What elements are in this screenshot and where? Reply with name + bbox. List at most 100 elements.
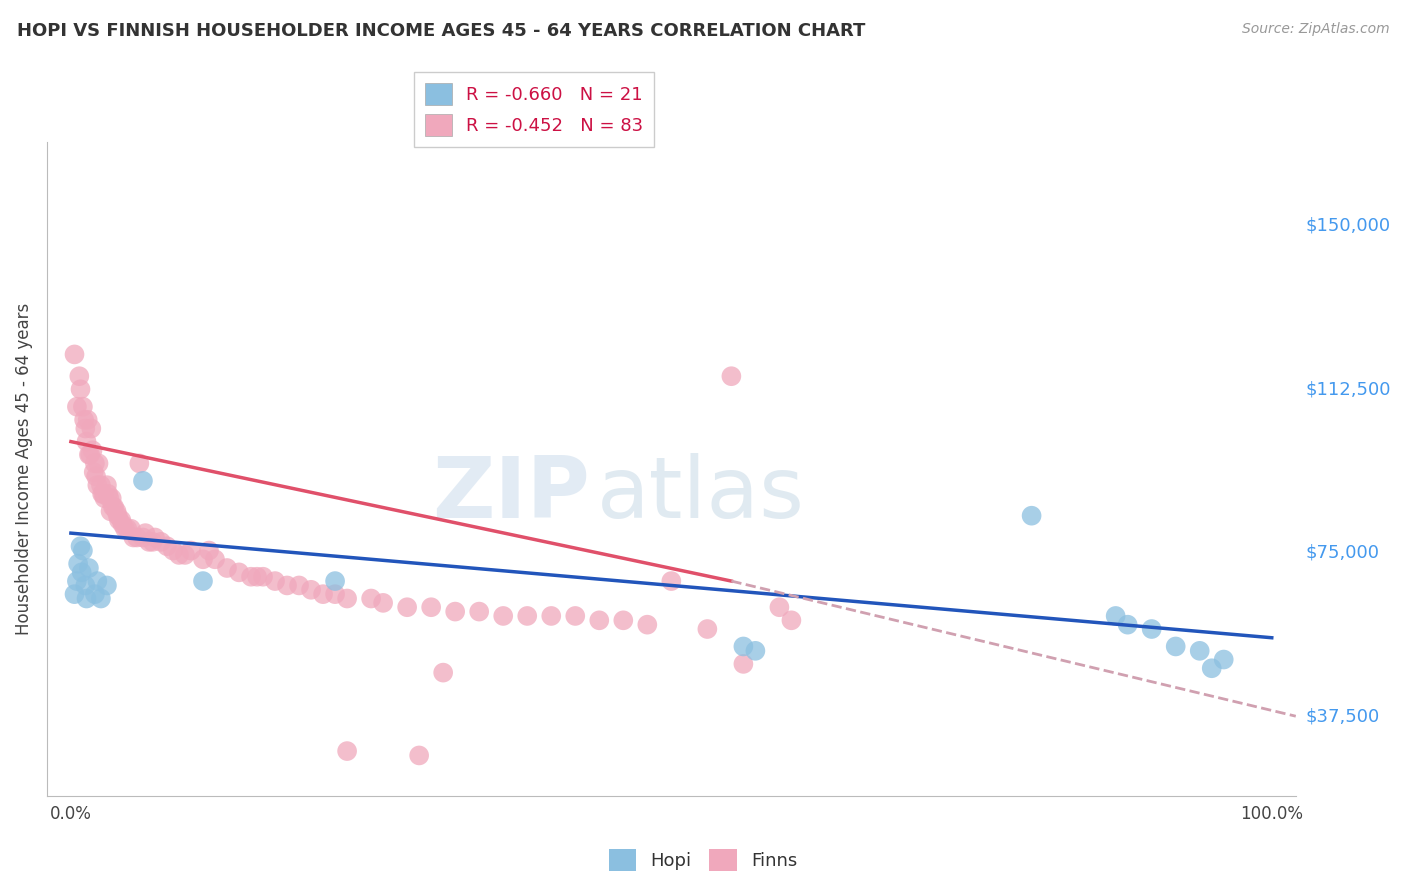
Point: [299, 582, 322, 597]
Point: [66, 574, 89, 588]
Point: [336, 591, 359, 606]
Point: [1140, 622, 1163, 636]
Point: [63, 587, 86, 601]
Point: [252, 570, 274, 584]
Point: [132, 531, 155, 545]
Point: [612, 613, 634, 627]
Point: [420, 600, 443, 615]
Point: [120, 522, 142, 536]
Point: [79, 448, 101, 462]
Text: Source: ZipAtlas.com: Source: ZipAtlas.com: [1241, 22, 1389, 37]
Point: [768, 600, 790, 615]
Point: [77, 448, 100, 462]
Point: [162, 543, 184, 558]
Point: [174, 548, 197, 562]
Legend: Hopi, Finns: Hopi, Finns: [602, 842, 804, 879]
Point: [67, 557, 90, 571]
Point: [696, 622, 718, 636]
Point: [142, 534, 165, 549]
Point: [90, 591, 112, 606]
Text: atlas: atlas: [596, 453, 804, 536]
Point: [67, 369, 90, 384]
Point: [432, 665, 454, 680]
Point: [76, 413, 98, 427]
Point: [132, 474, 155, 488]
Point: [103, 500, 125, 514]
Point: [733, 640, 755, 654]
Point: [91, 487, 114, 501]
Point: [96, 578, 118, 592]
Point: [396, 600, 419, 615]
Point: [191, 552, 214, 566]
Point: [84, 587, 107, 601]
Text: HOPI VS FINNISH HOUSEHOLDER INCOME AGES 45 - 64 YEARS CORRELATION CHART: HOPI VS FINNISH HOUSEHOLDER INCOME AGES …: [17, 22, 865, 40]
Point: [84, 456, 107, 470]
Point: [69, 539, 91, 553]
Point: [70, 566, 93, 580]
Point: [87, 456, 110, 470]
Point: [97, 487, 120, 501]
Point: [114, 522, 136, 536]
Point: [323, 587, 346, 601]
Point: [1104, 609, 1126, 624]
Point: [77, 561, 100, 575]
Point: [733, 657, 755, 671]
Point: [125, 531, 148, 545]
Point: [564, 609, 586, 624]
Point: [167, 548, 190, 562]
Point: [110, 513, 132, 527]
Point: [215, 561, 238, 575]
Point: [1188, 644, 1211, 658]
Point: [240, 570, 263, 584]
Point: [73, 413, 96, 427]
Text: ZIP: ZIP: [433, 453, 591, 536]
Point: [149, 534, 172, 549]
Point: [516, 609, 538, 624]
Point: [720, 369, 742, 384]
Point: [75, 578, 97, 592]
Point: [91, 487, 114, 501]
Point: [72, 543, 94, 558]
Point: [134, 526, 156, 541]
Point: [264, 574, 287, 588]
Point: [228, 566, 250, 580]
Point: [63, 347, 86, 361]
Point: [371, 596, 394, 610]
Point: [138, 534, 160, 549]
Point: [69, 382, 91, 396]
Point: [408, 748, 430, 763]
Point: [360, 591, 382, 606]
Point: [75, 421, 97, 435]
Point: [276, 578, 298, 592]
Point: [1116, 617, 1139, 632]
Point: [86, 478, 108, 492]
Point: [101, 500, 124, 514]
Point: [636, 617, 658, 632]
Point: [76, 591, 98, 606]
Point: [1212, 652, 1234, 666]
Point: [66, 400, 89, 414]
Point: [312, 587, 335, 601]
Point: [100, 504, 122, 518]
Point: [336, 744, 359, 758]
Point: [86, 574, 108, 588]
Point: [659, 574, 682, 588]
Point: [108, 513, 131, 527]
Point: [444, 605, 467, 619]
Point: [198, 543, 221, 558]
Point: [90, 478, 112, 492]
Point: [84, 469, 107, 483]
Point: [93, 491, 115, 506]
Y-axis label: Householder Income Ages 45 - 64 years: Householder Income Ages 45 - 64 years: [15, 302, 32, 635]
Point: [72, 400, 94, 414]
Point: [204, 552, 226, 566]
Point: [1201, 661, 1223, 675]
Point: [191, 574, 214, 588]
Point: [96, 478, 118, 492]
Point: [83, 465, 105, 479]
Point: [122, 531, 145, 545]
Point: [323, 574, 346, 588]
Point: [588, 613, 610, 627]
Point: [117, 522, 139, 536]
Point: [468, 605, 491, 619]
